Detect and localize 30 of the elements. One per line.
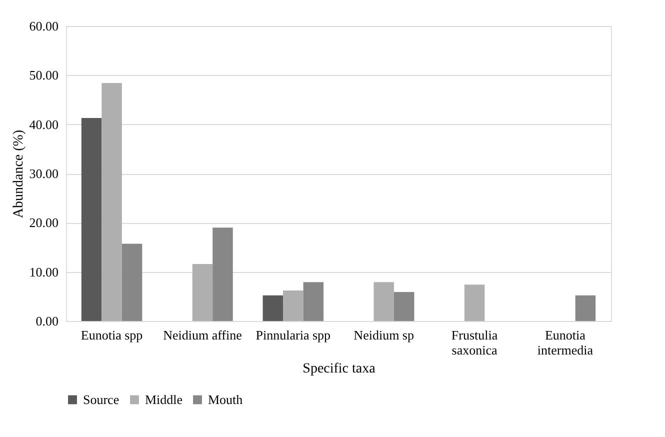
bar [575,295,596,321]
legend-label: Mouth [208,392,244,407]
y-tick-label: 10.00 [29,264,58,280]
x-tick-label: Neidium sp [354,328,414,342]
bar [283,290,304,321]
y-tick-label: 60.00 [29,18,58,34]
x-tick-label: Neidium affine [163,328,242,342]
x-tick-label: Eunotia spp [80,328,143,342]
x-tick-label: Pinnularia spp [256,328,331,342]
legend-label: Source [83,392,120,407]
x-tick-label: Eunotia intermedia [537,328,594,358]
bar [192,264,213,321]
bar [374,282,394,321]
bar [102,83,122,321]
bar [81,118,102,321]
bar [303,282,324,321]
bar [122,244,142,321]
y-tick-label: 20.00 [29,215,58,230]
y-tick-label: 50.00 [29,68,58,83]
bar [212,228,233,321]
legend-label: Middle [145,392,183,407]
x-axis-title: Specific taxa [302,362,376,376]
bar [262,295,284,321]
y-axis-title: Abundance (%) [11,130,26,218]
x-tick-label: Frustulia saxonica [451,328,498,358]
bar [394,292,414,321]
y-tick-label: 30.00 [29,166,58,181]
y-tick-label: 0.00 [36,314,58,328]
bar [464,284,485,321]
y-tick-label: 40.00 [29,116,58,132]
